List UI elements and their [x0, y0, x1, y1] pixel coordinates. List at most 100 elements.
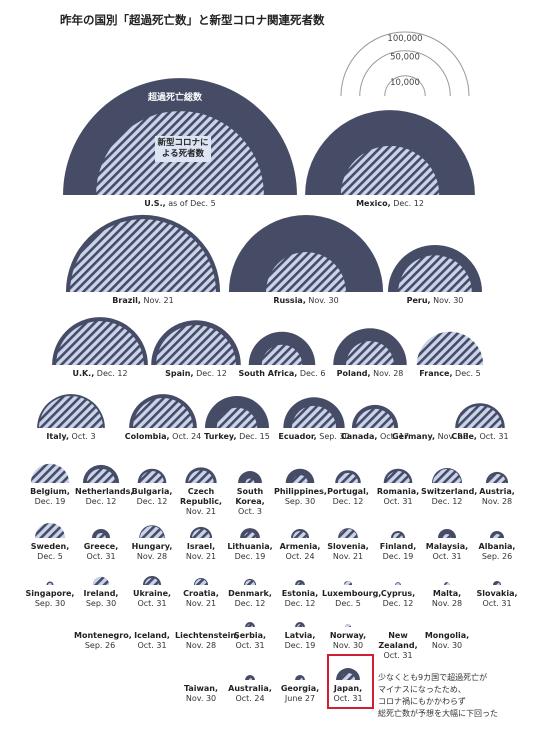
country-date: June 27 [284, 694, 316, 703]
country-label: New Zealand, Oct. 31 [372, 631, 424, 661]
country-name: Slovakia, [476, 589, 518, 598]
country-label: Slovakia, Oct. 31 [471, 589, 523, 609]
country-name: France, [419, 369, 453, 378]
country-name: Austria, [479, 487, 515, 496]
legend-outer: 超過死亡総数 [148, 93, 203, 103]
country-date: Oct. 31 [432, 552, 462, 561]
country-date: Oct. 31 [383, 497, 413, 506]
country-date: Dec. 5 [37, 552, 63, 561]
country-label: Latvia, Dec. 19 [274, 631, 326, 651]
country-date: Nov. 30 [431, 641, 463, 650]
country-date: Nov. 21 [185, 599, 217, 608]
country-name: Singapore, [25, 589, 75, 598]
country-name: Malaysia, [425, 542, 469, 551]
country-date: Nov. 21 [332, 552, 364, 561]
covid-deaths [416, 331, 484, 365]
country-date: Dec. 12 [136, 497, 168, 506]
country-name: Ireland, [83, 589, 119, 598]
legend-label: 10,000 [390, 78, 420, 88]
country-date: Dec. 12 [284, 599, 316, 608]
country-label: Malaysia, Oct. 31 [421, 542, 473, 562]
covid-deaths [398, 255, 472, 292]
covid-deaths [266, 252, 346, 292]
covid-deaths [432, 468, 462, 483]
country-name: Israel, [186, 542, 216, 551]
country-date: Nov. 21 [143, 296, 174, 305]
country-date: Dec. 12 [85, 497, 117, 506]
covid-deaths [297, 624, 303, 627]
country-date: Sep. 30 [319, 432, 350, 441]
country-date: Nov. 21 [185, 507, 217, 516]
country-label: Switzerland, Dec. 12 [421, 487, 477, 507]
country-name: Turkey, [204, 432, 237, 441]
country-name: Denmark, [228, 589, 272, 598]
covid-deaths [245, 478, 255, 483]
country-label: Netherlands, Dec. 12 [75, 487, 133, 507]
country-name: Estonia, [281, 589, 319, 598]
country-label: Slovenia, Nov. 21 [322, 542, 374, 562]
country-label: Denmark, Dec. 12 [224, 589, 276, 609]
country-date: Oct. 3 [237, 507, 262, 516]
covid-deaths [56, 321, 144, 365]
country-label: Luxembourg, Dec. 5 [322, 589, 381, 609]
country-date: Dec. 5 [335, 599, 361, 608]
country-name: Czech Republic, [180, 487, 222, 506]
country-name: Finland, [379, 542, 417, 551]
covid-deaths [492, 533, 502, 538]
country-name: Hungary, [131, 542, 173, 551]
country-name: Mexico, [356, 199, 391, 208]
country-date: Oct. 3 [71, 432, 96, 441]
country-date: Oct. 31 [479, 432, 509, 441]
country-label: Cyprus, Dec. 12 [372, 589, 424, 609]
country-date: Oct. 31 [333, 694, 363, 703]
legend-ring [359, 50, 451, 97]
country-label: Ecuador, Sep. 30 [278, 432, 349, 442]
country-date: Sep. 30 [85, 599, 117, 608]
country-date: Dec. 12 [234, 599, 266, 608]
country-label: Mexico, Dec. 12 [356, 199, 424, 209]
country-label: Taiwan, Nov. 30 [175, 684, 227, 704]
covid-deaths [140, 526, 164, 538]
covid-deaths [346, 341, 394, 365]
country-label: Estonia, Dec. 12 [274, 589, 326, 609]
legend-inner: 新型コロナによる死者数 [155, 136, 211, 162]
country-date: Oct. 31 [137, 641, 167, 650]
country-name: Italy, [46, 432, 70, 441]
covid-deaths [393, 533, 403, 538]
country-date: Dec. 6 [299, 369, 326, 378]
country-label: Armenia, Oct. 24 [274, 542, 326, 562]
country-name: Germany, [392, 432, 436, 441]
country-name: Belgium, [30, 487, 70, 496]
country-label: Canada, Oct. 17 [341, 432, 409, 442]
country-name: U.K., [72, 369, 95, 378]
country-label: Singapore, Sep. 30 [24, 589, 76, 609]
covid-deaths [261, 344, 303, 365]
country-label: Ireland, Sep. 30 [75, 589, 127, 609]
annotation: コロナ禍にもかかわらず [378, 696, 466, 706]
country-date: Oct. 24 [285, 552, 315, 561]
country-name: Philippines, [274, 487, 327, 496]
legend-ring [384, 75, 426, 97]
country-label: Greece, Oct. 31 [75, 542, 127, 562]
country-name: Liechtenstein, [175, 631, 240, 640]
country-label: France, Dec. 5 [419, 369, 480, 379]
country-label: Bulgaria, Dec. 12 [126, 487, 178, 507]
country-label: U.S., as of Dec. 5 [144, 199, 215, 209]
chart-title: 昨年の国別「超過死亡数」と新型コロナ関連死者数 [60, 13, 325, 27]
covid-deaths [297, 677, 303, 680]
country-name: U.S., [144, 199, 166, 208]
country-label: Austria, Nov. 28 [471, 487, 523, 507]
country-date: Dec. 12 [393, 199, 424, 208]
country-date: Nov. 28 [437, 432, 468, 441]
country-label: South Africa, Dec. 6 [239, 369, 326, 379]
country-name: Iceland, [134, 631, 170, 640]
covid-deaths [457, 405, 503, 428]
country-date: Dec. 12 [96, 369, 128, 378]
country-label: Liechtenstein, Nov. 28 [175, 631, 239, 651]
country-name: Albania, [478, 542, 516, 551]
covid-deaths [245, 580, 255, 585]
country-name: Japan, [333, 684, 363, 693]
country-label: Germany, Nov. 28 [392, 432, 468, 442]
